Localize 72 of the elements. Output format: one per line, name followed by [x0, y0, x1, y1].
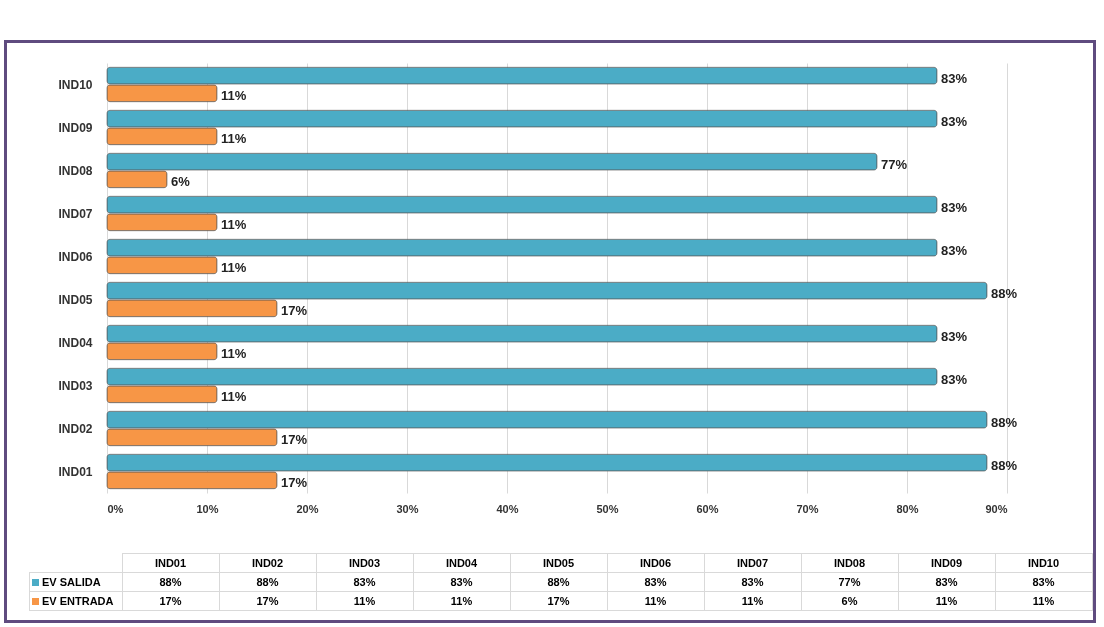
y-tick-label: IND08 [58, 163, 93, 178]
data-label: 6% [171, 174, 191, 190]
y-tick-label: IND01 [58, 464, 93, 479]
data-label: 17% [281, 475, 308, 491]
x-tick-label: 40% [496, 502, 519, 515]
text: 6% [841, 595, 858, 607]
data-label: 83% [941, 70, 968, 86]
data-label: 83% [941, 371, 968, 387]
x-tick-label: 70% [796, 502, 819, 515]
y-tick-label: IND05 [58, 292, 93, 307]
x-tick-label: 60% [696, 502, 719, 515]
y-tick-label: IND02 [58, 421, 93, 436]
text: 83% [450, 576, 473, 588]
x-tick-label: 80% [896, 502, 919, 515]
category-label: IND09 [930, 557, 963, 569]
text: 17% [159, 595, 182, 607]
category-label: IND07 [736, 557, 769, 569]
data-label: 11% [221, 217, 247, 233]
data-label: 88% [991, 457, 1018, 473]
x-tick-label: 50% [596, 502, 619, 515]
text: 83% [353, 576, 376, 588]
text: 83% [644, 576, 667, 588]
data-label: 88% [991, 285, 1018, 301]
x-tick-label: 30% [396, 502, 419, 515]
y-tick-label: IND04 [58, 335, 93, 350]
data-label: 83% [941, 242, 968, 258]
category-label: IND08 [833, 557, 866, 569]
data-label: 11% [221, 131, 247, 147]
data-label: 83% [941, 113, 968, 129]
y-tick-label: IND10 [58, 77, 93, 92]
x-tick-label: 90% [985, 502, 1008, 515]
category-label: IND06 [639, 557, 672, 569]
text: 83% [935, 576, 958, 588]
text: 11% [353, 595, 376, 607]
data-label: 17% [281, 432, 308, 448]
text: 88% [159, 576, 182, 588]
x-tick-label: 0% [107, 502, 124, 515]
legend-label: EV ENTRADA [29, 591, 122, 611]
text: 83% [1032, 576, 1055, 588]
category-label: IND10 [1027, 557, 1060, 569]
x-tick-label: 20% [296, 502, 319, 515]
text: 11% [644, 595, 667, 607]
y-tick-label: IND07 [58, 206, 93, 221]
data-label: 83% [941, 199, 968, 215]
text: 11% [741, 595, 764, 607]
category-label: IND04 [445, 557, 478, 569]
legend-label: EV SALIDA [29, 572, 122, 592]
text: 77% [838, 576, 861, 588]
y-tick-label: IND03 [58, 378, 93, 393]
text: 83% [741, 576, 764, 588]
data-label: 11% [221, 346, 247, 362]
category-label: IND02 [251, 557, 284, 569]
data-label: 17% [281, 303, 308, 319]
category-label: IND05 [542, 557, 575, 569]
text: 88% [256, 576, 279, 588]
text: 17% [547, 595, 570, 607]
text: 88% [547, 576, 570, 588]
category-label: IND01 [154, 557, 187, 569]
category-label: IND03 [348, 557, 381, 569]
text: 11% [1032, 595, 1055, 607]
x-tick-label: 10% [196, 502, 219, 515]
text: 11% [450, 595, 473, 607]
data-label: 83% [941, 328, 968, 344]
text: 17% [256, 595, 279, 607]
data-label: 11% [221, 389, 247, 405]
data-label: 11% [221, 88, 247, 104]
data-label: 88% [991, 414, 1018, 430]
y-tick-label: IND06 [58, 249, 93, 264]
data-label: 77% [881, 156, 908, 172]
text: 11% [935, 595, 958, 607]
data-label: 11% [221, 260, 247, 276]
y-tick-label: IND09 [58, 120, 93, 135]
